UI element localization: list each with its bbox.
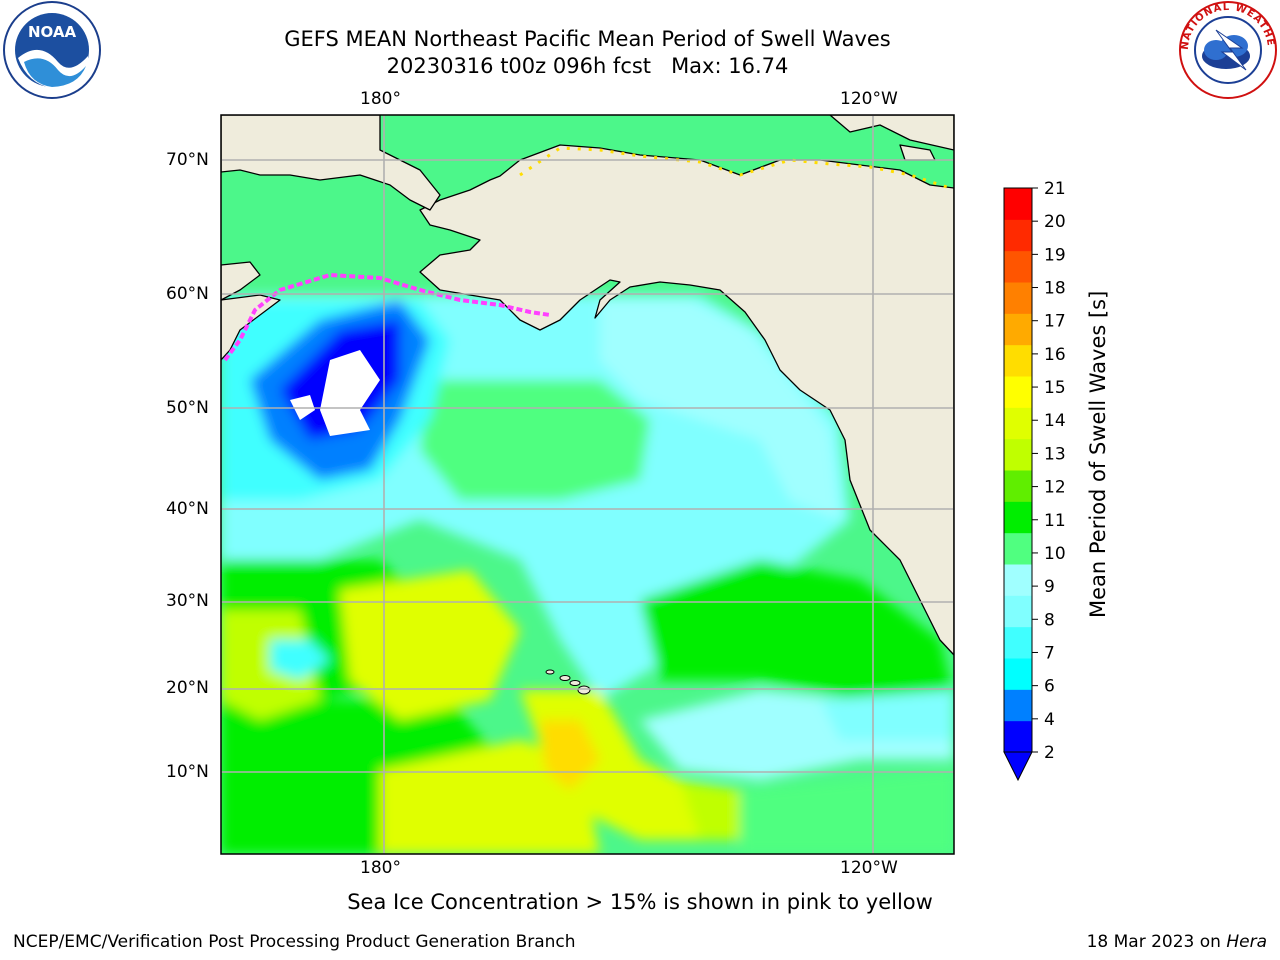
colorbar-tick-label: 16 [1044, 345, 1066, 365]
colorbar-swatch [1004, 720, 1032, 753]
colorbar-tick-label: 18 [1044, 279, 1066, 299]
credit-branch: NCEP/EMC/Verification Post Processing Pr… [13, 932, 576, 952]
colorbar-tick-label: 20 [1044, 212, 1066, 232]
colorbar-tick-label: 9 [1044, 577, 1055, 597]
colorbar-swatch [1004, 658, 1032, 690]
credit-date: 18 Mar 2023 on Hera [1087, 932, 1267, 952]
land-north-america [419, 144, 954, 656]
lon-label-bottom-180: 180° [360, 858, 401, 878]
colorbar-extend-triangle [1003, 751, 1033, 782]
colorbar-swatch [1004, 564, 1032, 596]
colorbar-swatch [1004, 626, 1032, 659]
field-white-patch [320, 350, 380, 436]
colorbar-tick-label: 7 [1044, 643, 1055, 663]
lat-label-70n: 70°N [166, 150, 209, 170]
noaa-logo-text: NOAA [28, 23, 77, 41]
colorbar-tick-label: 8 [1044, 610, 1055, 630]
colorbar-tick-label: 15 [1044, 378, 1066, 398]
sea-ice-footnote: Sea Ice Concentration > 15% is shown in … [347, 890, 933, 914]
colorbar-tick-label: 21 [1044, 180, 1066, 199]
lon-label-bottom-120w: 120°W [840, 858, 898, 878]
colorbar-swatch [1004, 344, 1032, 377]
credit-host: Hera [1226, 932, 1267, 952]
map-gridlines [221, 115, 954, 854]
nws-logo: NATIONAL WEATHER SERVICE [1176, 0, 1277, 99]
sea-ice-edge-arctic [519, 146, 951, 190]
lat-label-30n: 30°N [166, 591, 209, 611]
colorbar-tick-label: 13 [1044, 444, 1066, 464]
land-masses [221, 115, 954, 656]
title-line-2: 20230316 t00z 096h fcst Max: 16.74 [386, 54, 789, 78]
sea-ice-edge-bering [223, 272, 551, 362]
hawaiian-islands [545, 669, 591, 695]
colorbar-tick-label: 17 [1044, 312, 1066, 332]
colorbar-tick-label: 14 [1044, 411, 1066, 431]
colorbar: 2 4 6 7 8 9 10 11 12 13 14 15 16 17 18 19 20 21 [1003, 180, 1066, 782]
colorbar-swatch [1004, 689, 1032, 722]
colorbar-swatch [1004, 595, 1032, 628]
field-yellow [340, 570, 520, 720]
colorbar-tick-label: 6 [1044, 677, 1055, 697]
lon-label-top-120w: 120°W [840, 89, 898, 109]
lat-label-40n: 40°N [166, 499, 209, 519]
colorbar-swatch [1004, 188, 1032, 220]
colorbar-label: Mean Period of Swell Waves [s] [1086, 290, 1110, 618]
map-frame [220, 114, 955, 855]
colorbar-swatch [1004, 282, 1032, 314]
noaa-logo: NOAA [3, 1, 101, 99]
colorbar-swatch [1004, 219, 1032, 252]
colorbar-swatch [1004, 407, 1032, 440]
colorbar-swatch [1004, 250, 1032, 283]
chart-title: GEFS MEAN Northeast Pacific Mean Period … [0, 26, 1175, 80]
colorbar-swatch [1004, 501, 1032, 534]
lat-label-50n: 50°N [166, 398, 209, 418]
colorbar-tick-label: 10 [1044, 544, 1066, 564]
lat-label-60n: 60°N [166, 284, 209, 304]
land-siberia [221, 115, 441, 211]
colorbar-swatch [1004, 438, 1032, 471]
lat-label-10n: 10°N [166, 762, 209, 782]
colorbar-tick-label: 4 [1044, 710, 1055, 730]
lat-label-20n: 20°N [166, 678, 209, 698]
title-line-1: GEFS MEAN Northeast Pacific Mean Period … [284, 27, 891, 51]
colorbar-swatch [1004, 532, 1032, 565]
colorbar-tick-label: 2 [1044, 743, 1055, 763]
colorbar-swatch [1004, 313, 1032, 346]
credit-date-text: 18 Mar 2023 on [1086, 932, 1227, 952]
colorbar-tick-label: 12 [1044, 478, 1066, 498]
colorbar-swatch [1004, 376, 1032, 408]
colorbar-tick-label: 19 [1044, 245, 1066, 265]
colorbar-tick-label: 11 [1044, 511, 1066, 531]
lon-label-top-180: 180° [360, 89, 401, 109]
colorbar-swatch [1004, 470, 1032, 502]
colorbar-frame [1003, 187, 1033, 753]
